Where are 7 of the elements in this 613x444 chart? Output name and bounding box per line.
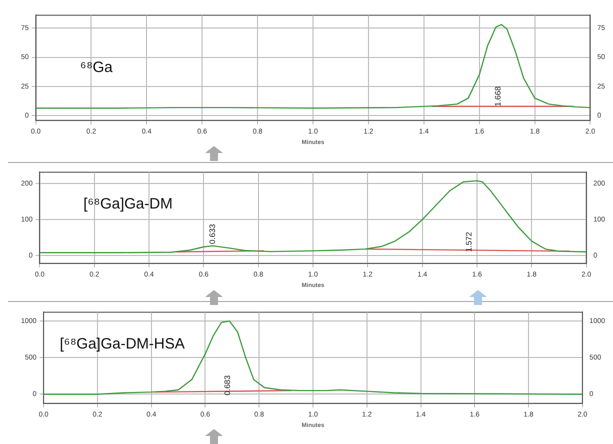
annotation: 1.668 <box>493 86 502 106</box>
annotation: 0.683 <box>222 374 232 396</box>
annotation: ⁶⁸Ga <box>80 58 114 76</box>
annotation: [⁶⁸Ga]Ga-DM-HSA <box>60 335 185 352</box>
annotation: 0.633 <box>208 223 217 244</box>
annotation: [⁶⁸Ga]Ga-DM <box>83 195 173 212</box>
annotation: 1.572 <box>464 231 474 252</box>
